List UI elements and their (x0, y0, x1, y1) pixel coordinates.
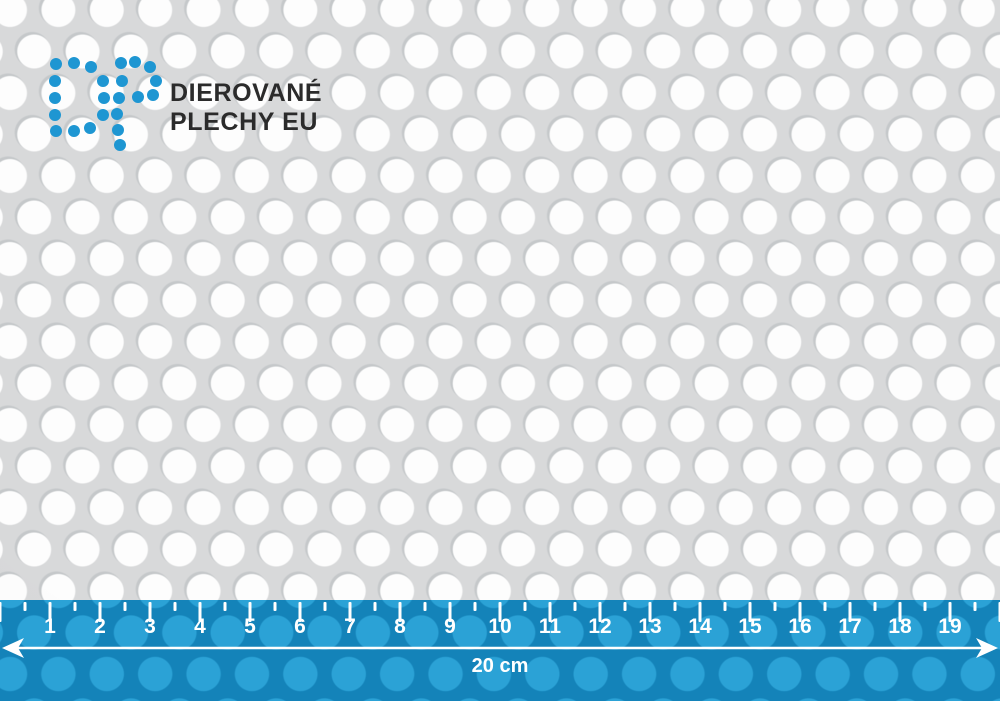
ruler-number: 5 (244, 615, 256, 638)
ruler-number: 8 (394, 615, 406, 638)
ruler-minor-tick (973, 602, 977, 611)
ruler-number: 10 (488, 615, 512, 638)
ruler-minor-tick (873, 602, 877, 611)
ruler-minor-tick (223, 602, 227, 611)
ruler-major-tick (998, 602, 1000, 622)
ruler-total-label: 20 cm (471, 655, 529, 677)
ruler-number: 19 (938, 615, 962, 638)
ruler-minor-tick (623, 602, 627, 611)
brand-name-line2: PLECHY EU (170, 107, 319, 136)
ruler-major-tick (748, 602, 752, 622)
ruler-number: 2 (94, 615, 106, 638)
ruler-major-tick (848, 602, 852, 622)
ruler-number: 6 (294, 615, 306, 638)
ruler-major-tick (348, 602, 352, 622)
ruler-number: 15 (738, 615, 762, 638)
ruler-minor-tick (123, 602, 127, 611)
ruler-minor-tick (823, 602, 827, 611)
ruler-minor-tick (473, 602, 477, 611)
ruler-minor-tick (773, 602, 777, 611)
ruler-major-tick (798, 602, 802, 622)
ruler-number: 3 (144, 615, 156, 638)
ruler-minor-tick (673, 602, 677, 611)
ruler-major-tick (398, 602, 402, 622)
ruler-major-tick (0, 602, 2, 622)
ruler-minor-tick (23, 602, 27, 611)
logo-dp-dot-mark-icon (49, 56, 162, 151)
ruler-major-tick (548, 602, 552, 622)
ruler-minor-tick (523, 602, 527, 611)
ruler-major-tick (498, 602, 502, 622)
ruler-major-tick (898, 602, 902, 622)
ruler-major-tick (598, 602, 602, 622)
ruler-minor-tick (73, 602, 77, 611)
ruler-number: 1 (44, 615, 56, 638)
ruler-number: 12 (588, 615, 612, 638)
ruler-minor-tick (273, 602, 277, 611)
ruler-major-tick (198, 602, 202, 622)
ruler-band: 1 2 3 4 5 6 7 8 9 10 11 12 13 14 15 16 17 18 19 20 cm (0, 600, 1000, 701)
ruler-major-tick (48, 602, 52, 622)
ruler-number: 16 (788, 615, 812, 638)
ruler-major-tick (298, 602, 302, 622)
ruler-minor-tick (173, 602, 177, 611)
ruler-minor-tick (573, 602, 577, 611)
brand-name: DIEROVANÉ PLECHY EU (170, 79, 322, 136)
ruler-minor-tick (323, 602, 327, 611)
brand-name-line1: DIEROVANÉ (170, 79, 323, 107)
ruler-number: 7 (344, 615, 356, 638)
ruler-number: 18 (888, 615, 912, 638)
ruler-span-arrow-icon (2, 638, 998, 658)
ruler-number: 17 (838, 615, 862, 638)
ruler-number: 11 (538, 615, 562, 638)
ruler-major-tick (148, 602, 152, 622)
ruler-number: 14 (688, 615, 712, 638)
ruler-number: 9 (444, 615, 456, 638)
ruler-minor-tick (923, 602, 927, 611)
ruler-major-tick (248, 602, 252, 622)
ruler-major-tick (98, 602, 102, 622)
ruler-number: 4 (194, 615, 206, 638)
ruler-minor-tick (423, 602, 427, 611)
ruler-major-tick (698, 602, 702, 622)
ruler-major-tick (948, 602, 952, 622)
ruler-number: 13 (638, 615, 662, 638)
ruler-major-tick (648, 602, 652, 622)
ruler-major-tick (448, 602, 452, 622)
ruler-minor-tick (373, 602, 377, 611)
ruler-minor-tick (723, 602, 727, 611)
